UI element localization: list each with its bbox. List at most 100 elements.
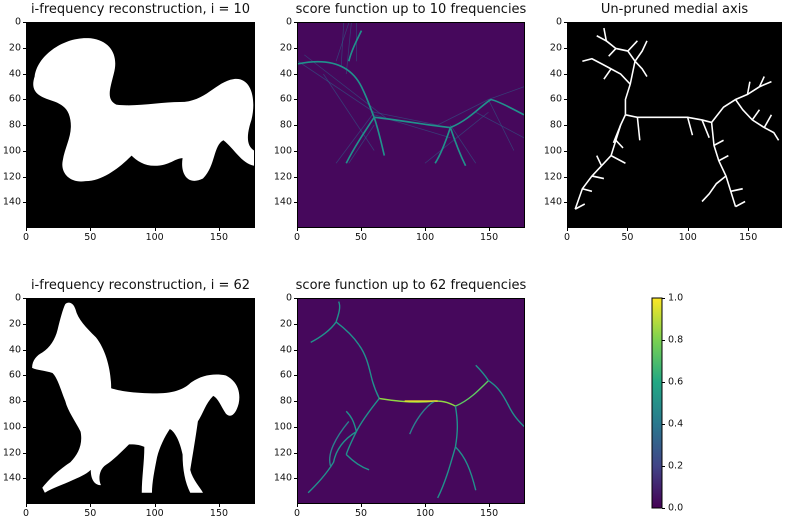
subplot-title: Un-pruned medial axis [600,2,749,17]
image-plot [27,299,254,503]
colorbar-tick-mark [662,382,665,383]
y-tick-mark [294,478,297,480]
ridge-faint [348,124,375,164]
medial-branch [746,76,773,128]
ridge [345,454,370,471]
y-tick-mark [294,426,297,428]
x-tick-mark [26,228,27,231]
ridge-strong [434,127,452,164]
y-tick-mark [23,73,26,75]
x-tick-mark [218,228,220,231]
ridge-strong [345,116,375,164]
x-tick-mark [425,228,427,231]
x-tick-mark [627,228,629,231]
y-tick-mark [23,125,26,126]
ridge-faint [298,60,438,126]
y-tick-mark [23,375,26,377]
ridge-faint [304,54,388,119]
y-tick-label: 140 [273,196,292,208]
ridge-strong [298,60,375,118]
y-tick-mark [294,401,297,402]
y-tick-mark [294,298,297,299]
x-tick-mark [489,228,491,231]
colorbar-tick-mark [662,508,665,509]
y-tick-mark [294,150,297,152]
x-tick-label: 100 [678,232,697,243]
x-tick-mark [567,228,568,231]
ridge [370,377,380,399]
y-tick-label: 140 [543,196,562,208]
ridge-faint [450,124,477,164]
x-tick-mark [154,504,156,507]
x-tick-mark [489,504,491,507]
y-tick-label: 80 [549,119,562,131]
ridge [488,380,524,427]
y-tick-mark [564,202,567,204]
y-tick-mark [294,22,297,23]
ridge [454,446,477,491]
y-tick-label: 0 [14,16,21,28]
axis-background [568,23,781,227]
x-tick-label: 0 [22,508,30,519]
colorbar-tick-mark [662,466,665,467]
colorbar-tick-label: 0.4 [668,418,684,430]
y-tick-label: 0 [285,292,292,304]
y-tick-mark [23,426,26,428]
ridge-faint [475,111,524,139]
medial-branch [734,99,780,141]
medial-branch [582,57,631,85]
x-tick-label: 0 [563,232,571,243]
subplot-title: score function up to 62 frequencies [295,278,527,293]
x-tick-label: 50 [84,508,97,519]
x-tick-mark [90,504,92,507]
y-tick-mark [294,47,297,49]
x-tick-label: 0 [293,508,301,519]
ridge-strong [373,117,386,156]
y-tick-mark [564,47,567,49]
y-tick-mark [294,73,297,75]
y-tick-label: 100 [273,145,292,157]
y-tick-mark [23,323,26,325]
y-tick-label: 80 [8,119,21,131]
y-tick-mark [564,150,567,152]
medial-branch [596,124,626,167]
y-tick-label: 0 [285,16,292,28]
x-tick-mark [297,504,298,507]
y-tick-mark [23,452,26,454]
ridge [345,410,358,432]
ridge [335,301,341,323]
ridge [455,380,489,407]
y-tick-mark [564,125,567,126]
y-tick-mark [23,478,26,480]
y-tick-label: 120 [2,171,21,182]
y-tick-label: 20 [8,42,21,54]
x-tick-label: 100 [145,508,164,519]
y-tick-label: 40 [549,68,562,79]
y-tick-label: 60 [279,369,292,381]
colorbar-tick-mark [662,298,665,299]
ridge [409,400,436,435]
ridge-faint [424,111,489,164]
x-tick-mark [687,228,689,231]
y-tick-mark [23,298,26,299]
ridge-faint [335,112,375,164]
x-tick-label: 100 [145,232,164,243]
ridge-strong [347,30,363,62]
image-plot [298,299,524,503]
x-tick-label: 0 [22,232,30,243]
y-tick-label: 40 [8,344,21,355]
ridge-faint [488,99,515,151]
y-tick-mark [23,176,26,178]
y-tick-mark [294,99,297,101]
ridge [310,321,337,343]
x-tick-mark [154,228,156,231]
colorbar-gradient [651,297,663,509]
y-tick-mark [23,401,26,402]
colorbar-tick-label: 0.0 [668,502,684,514]
y-tick-mark [23,22,26,23]
y-tick-label: 100 [543,145,562,157]
horse-silhouette-high-frequency [32,302,240,493]
image-axes [297,22,525,228]
y-tick-label: 80 [279,395,292,407]
x-tick-label: 100 [416,232,435,243]
